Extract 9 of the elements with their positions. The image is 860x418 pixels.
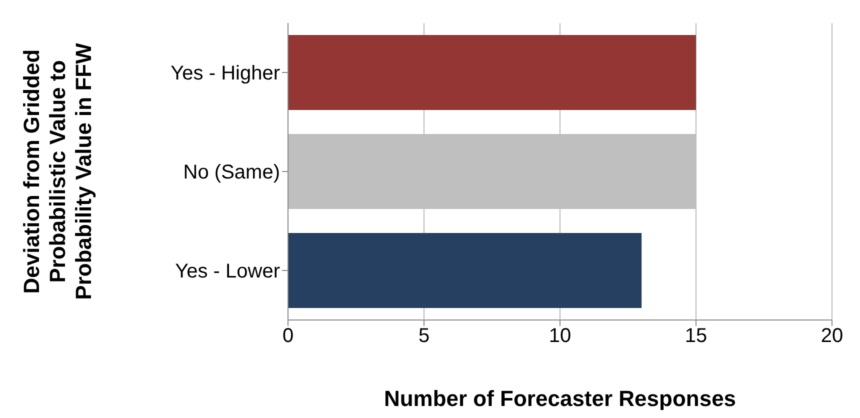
x-tick-label: 20: [820, 325, 844, 348]
y-tick-label: No (Same): [183, 162, 280, 184]
y-tick-label: Yes - Higher: [170, 62, 280, 85]
x-tick-label: 0: [282, 325, 294, 348]
y-tick-label: Yes - Lower: [175, 260, 280, 283]
x-tick-label: 5: [418, 325, 430, 348]
x-tick-label: 15: [684, 325, 708, 348]
y-axis-title: Deviation from Gridded Probabilistic Value to Probability Value in FFW: [19, 42, 96, 300]
x-tick-label: 10: [548, 325, 572, 348]
